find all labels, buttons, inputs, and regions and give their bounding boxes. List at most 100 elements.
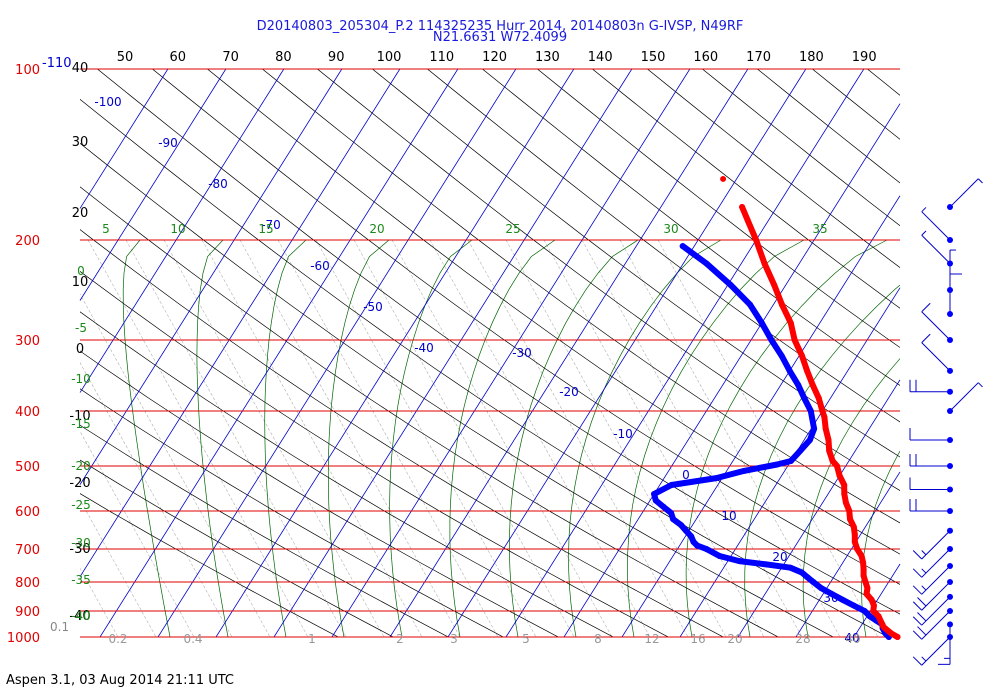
wind-barb-staff xyxy=(921,581,951,611)
temperature-line-point xyxy=(847,516,853,523)
mixing-ratio-tick-label: 0.1 xyxy=(50,620,69,634)
isotherm-line xyxy=(215,68,575,638)
moist-adiabat-tick-label: -30 xyxy=(71,536,91,550)
dry-adiabat-line xyxy=(701,69,900,227)
dewpoint-line-point xyxy=(678,522,684,528)
wind-barb-feather xyxy=(921,550,927,556)
temperature-line-point xyxy=(870,602,877,609)
mixing-ratio-tick-label: 40 xyxy=(845,632,860,646)
isotherm-line xyxy=(795,471,901,638)
axis-labels: 1002003004005006007008009001000-1100.150… xyxy=(7,50,877,646)
temperature-line-point xyxy=(834,463,840,469)
dewpoint-line-point xyxy=(727,282,734,288)
pressure-tick-label: 600 xyxy=(15,505,40,520)
dewpoint-line-point xyxy=(741,467,747,474)
wind-barb-dot xyxy=(947,621,953,628)
mixing-ratio-tick-label: 16 xyxy=(690,632,705,646)
wind-barb-staff xyxy=(949,178,979,208)
mixing-ratio-tick-label: 20 xyxy=(727,632,742,646)
wind-barb-feather xyxy=(912,656,923,666)
pressure-tick-label: 300 xyxy=(15,334,40,349)
mixing-ratio-line xyxy=(657,239,879,637)
moist-adiabat-tick-label: -40 xyxy=(71,609,91,623)
mixing-ratio-line xyxy=(80,430,195,637)
dewpoint-line-point xyxy=(798,569,805,576)
wind-barb-dot xyxy=(947,437,953,444)
isobar-lines xyxy=(80,68,900,638)
isotherm-tick-label: -100 xyxy=(94,95,121,109)
wind-barb-feather xyxy=(921,585,927,591)
mixing-ratio-line xyxy=(87,239,309,637)
dewpoint-line-point xyxy=(688,533,695,540)
pressure-tick-label: 800 xyxy=(15,576,40,591)
mixing-ratio-line xyxy=(505,239,727,637)
height-tick-label: -20 xyxy=(69,476,90,491)
dewpoint-line-point xyxy=(690,538,697,545)
dry-adiabat-line xyxy=(80,459,394,637)
wind-barb-staff xyxy=(921,610,951,640)
dry-adiabat-line xyxy=(646,69,900,269)
moist-adiabat-lines xyxy=(122,239,900,637)
pressure-tick-label: 100 xyxy=(15,63,40,78)
dry-adiabat-line xyxy=(80,186,779,637)
wind-barb-feather xyxy=(917,597,927,607)
wind-barb-feather xyxy=(912,616,923,626)
dewpoint-line-point xyxy=(786,367,793,374)
temperature-line-point xyxy=(862,579,869,585)
dry-adiabat-line xyxy=(536,69,900,348)
height-tick-label: 0 xyxy=(76,342,84,357)
top-axis-tick-label: 60 xyxy=(170,50,187,65)
moist-adiabat-tick-label: -25 xyxy=(71,498,91,512)
isotherm-line xyxy=(79,68,169,209)
dewpoint-line-point xyxy=(652,497,659,504)
dewpoint-line-point xyxy=(679,243,686,250)
height-tick-label: 10 xyxy=(72,275,89,290)
temperature-line-point xyxy=(854,546,861,552)
temperature-line-point xyxy=(779,301,785,308)
moist-adiabat-tick-label: 25 xyxy=(505,222,520,236)
temperature-line xyxy=(739,204,901,640)
top-axis-tick-label: 130 xyxy=(535,50,560,65)
dewpoint-line-point xyxy=(861,608,868,614)
mixing-ratio-tick-label: 1 xyxy=(308,632,316,646)
isotherm-tick-label: 20 xyxy=(772,550,787,564)
top-axis-tick-label: 80 xyxy=(275,50,292,65)
top-axis-tick-label: 100 xyxy=(377,50,402,65)
isotherm-tick-label: -50 xyxy=(363,300,383,314)
dry-adiabat-line xyxy=(371,69,900,458)
wind-barb-dot xyxy=(947,463,953,470)
wind-barb-feather xyxy=(921,302,931,313)
isotherm-tick-label: -70 xyxy=(261,218,281,232)
wind-barb-staff xyxy=(949,382,979,412)
mixing-ratio-line xyxy=(239,239,461,637)
dry-adiabat-line xyxy=(96,69,900,615)
moist-adiabat-tick-label: 20 xyxy=(369,222,384,236)
wind-barb-dot xyxy=(947,337,953,344)
temperature-trace xyxy=(720,175,901,640)
height-tick-label: 20 xyxy=(72,206,89,221)
pressure-tick-label: 1000 xyxy=(7,631,40,646)
isotherm-line xyxy=(505,68,865,638)
mixing-ratio-line xyxy=(315,239,537,637)
temperature-line-point xyxy=(815,395,822,402)
dewpoint-line-point xyxy=(747,301,754,308)
mixing-ratio-line xyxy=(80,293,271,637)
dewpoint-line-point xyxy=(683,527,689,534)
mixing-ratio-line xyxy=(581,239,803,637)
temperature-line-point xyxy=(821,414,828,421)
chart-subtitle: N21.6631 W72.4099 xyxy=(432,30,568,45)
dewpoint-line-point xyxy=(758,320,765,326)
top-axis-tick-label: 170 xyxy=(746,50,771,65)
mixing-ratio-line xyxy=(80,362,233,637)
pressure-tick-label: 700 xyxy=(15,543,40,558)
isotherm-line xyxy=(79,68,401,577)
temperature-line-point xyxy=(744,217,751,224)
temperature-line-point xyxy=(850,523,857,530)
footer-info: Aspen 3.1, 03 Aug 2014 21:11 UTC xyxy=(6,673,235,688)
wind-barb-dot xyxy=(947,407,953,414)
height-tick-label: -10 xyxy=(69,409,90,424)
dewpoint-line-point xyxy=(768,337,775,343)
wind-barb-feather xyxy=(912,630,923,640)
moist-adiabat-line xyxy=(685,239,888,637)
temperature-line-point xyxy=(870,608,877,614)
